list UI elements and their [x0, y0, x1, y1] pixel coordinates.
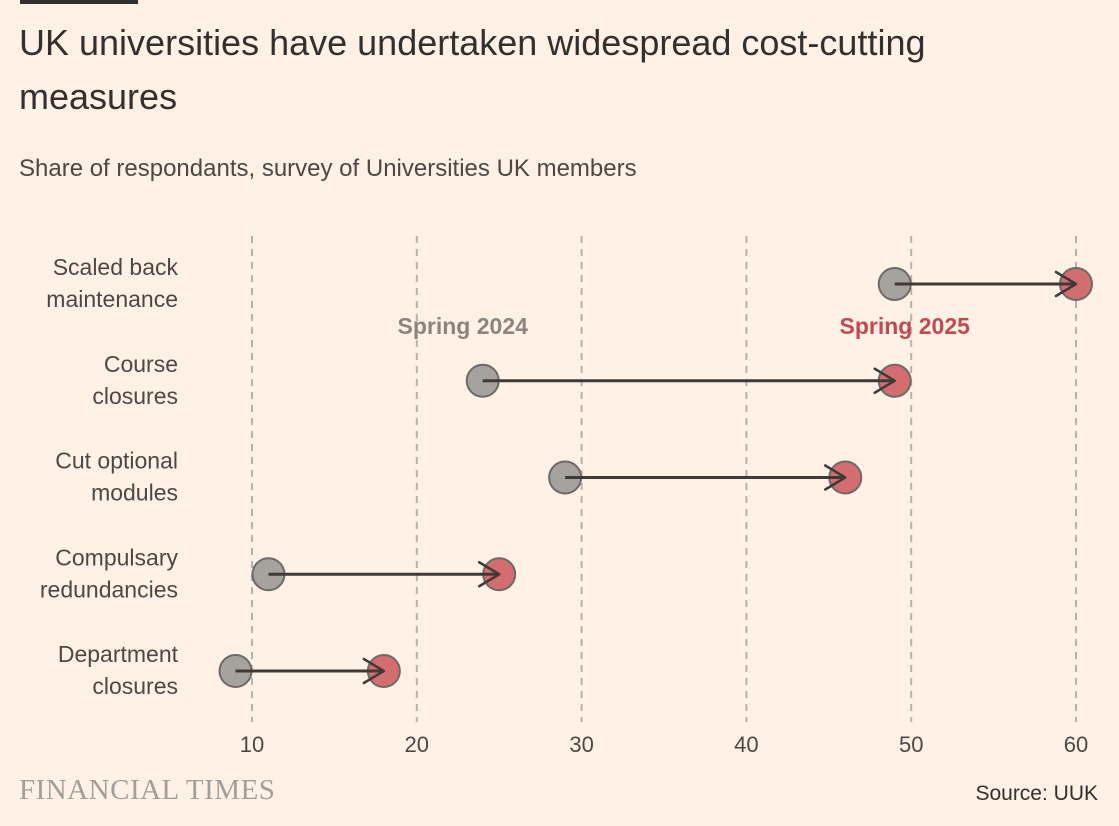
source-note: Source: UUK [975, 782, 1098, 805]
category-labels: Scaled back maintenance Course closures Cut … [40, 254, 179, 699]
legend-labels: Spring 2024 Spring 2025 [398, 313, 971, 339]
legend-spring-2024: Spring 2024 [398, 313, 529, 339]
chart-title: UK universities have undertaken widespre… [19, 22, 926, 117]
grid-layer [251, 236, 1077, 722]
x-tick-label: 10 [240, 732, 264, 757]
dot-layer [218, 267, 1093, 688]
top-rule [20, 0, 138, 4]
chart-subtitle: Share of respondants, survey of Universi… [19, 155, 637, 182]
category-label: Department closures [58, 641, 179, 699]
legend-spring-2025: Spring 2025 [840, 313, 971, 339]
x-axis-ticks: 10 20 30 40 50 60 [240, 732, 1088, 757]
category-label: Course closures [92, 351, 178, 409]
x-tick-label: 20 [405, 732, 429, 757]
category-label: Cut optional modules [55, 448, 178, 506]
x-tick-label: 30 [569, 732, 593, 757]
ft-logo: FINANCIAL TIMES [19, 774, 276, 806]
category-label: Scaled back maintenance [46, 254, 178, 312]
x-tick-label: 50 [899, 732, 923, 757]
x-tick-label: 60 [1064, 732, 1088, 757]
x-tick-label: 40 [734, 732, 758, 757]
category-label: Compulsary redundancies [40, 544, 179, 602]
